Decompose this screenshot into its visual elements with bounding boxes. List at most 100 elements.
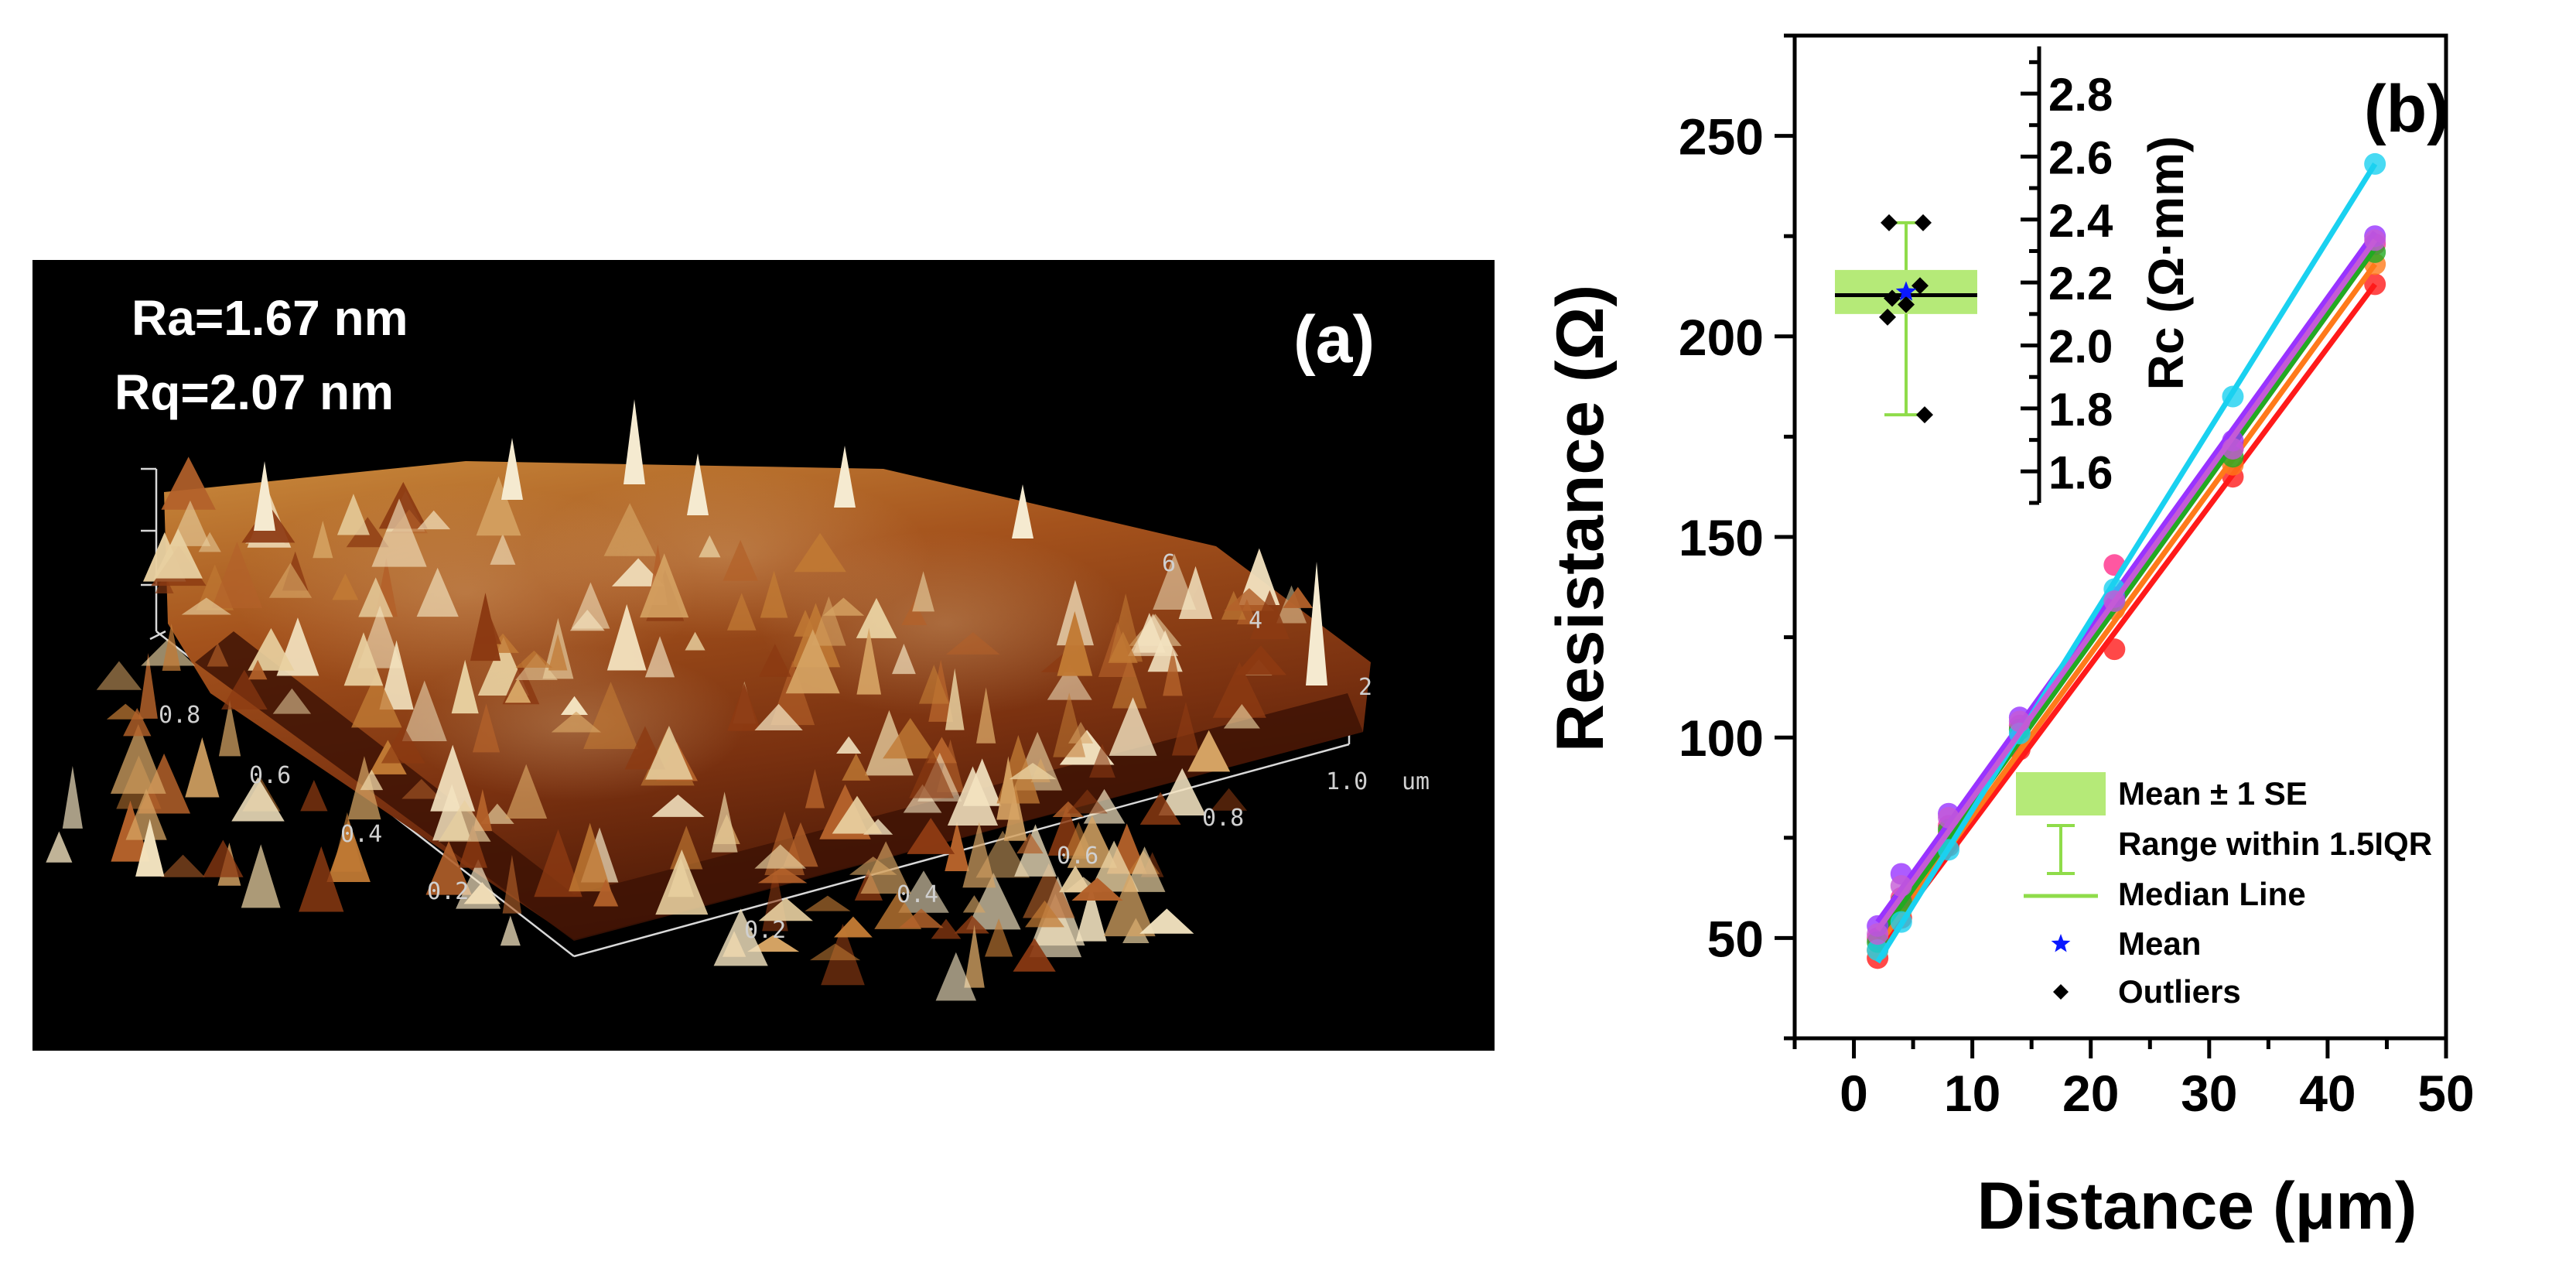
afm-peak — [203, 839, 244, 877]
afm-peak — [834, 916, 873, 938]
afm-peak — [805, 895, 851, 911]
afm-peak — [1223, 703, 1260, 729]
afm-peak — [856, 597, 897, 638]
afm-peak — [918, 665, 949, 704]
afm-peak — [381, 725, 425, 764]
afm-peak — [883, 717, 938, 759]
afm-peak — [931, 918, 962, 939]
afm-peak — [964, 925, 985, 988]
legend-label: Median Line — [2118, 876, 2306, 912]
data-point — [2364, 273, 2386, 296]
afm-peak — [954, 915, 989, 934]
data-point — [1938, 839, 1960, 861]
afm-peak — [760, 570, 788, 618]
afm-z-tick-6: 6 — [1162, 550, 1176, 577]
afm-peak — [337, 494, 370, 535]
panel-label-a: (a) — [1293, 303, 1375, 377]
afm-axis-unit: um — [1402, 768, 1430, 795]
afm-peak — [945, 668, 965, 730]
x-tick-label: 50 — [2417, 1065, 2474, 1122]
afm-spike — [254, 461, 275, 531]
afm-peak — [945, 632, 1000, 655]
afm-rq-text: Rq=2.07 nm — [114, 364, 395, 420]
afm-peak — [1224, 588, 1275, 611]
afm-peak — [985, 918, 1013, 957]
legend-label: Mean ± 1 SE — [2118, 775, 2308, 812]
inset-outlier — [1916, 406, 1933, 424]
data-point — [1938, 806, 1960, 829]
afm-peak — [569, 822, 612, 892]
y-axis-title: Resistance (Ω) — [1543, 285, 1618, 752]
inset-boxplot: 1.6 1.8 2.0 2.2 2.4 2.6 2.8 Rc (Ω·mm) — [1835, 46, 2194, 505]
afm-peak — [962, 895, 986, 913]
afm-peak — [757, 867, 808, 884]
afm-peak — [1139, 908, 1194, 934]
afm-peak — [1112, 655, 1147, 709]
afm-peak — [640, 553, 689, 618]
afm-peak — [856, 627, 882, 695]
afm-x-tick-1.0: 1.0 — [1326, 768, 1368, 795]
afm-peak — [1249, 590, 1290, 640]
afm-peak — [490, 533, 516, 565]
inset-tick-label: 2.0 — [2048, 321, 2113, 373]
afm-ra-text: Ra=1.67 nm — [132, 290, 408, 346]
afm-peak — [425, 841, 472, 895]
legend-swatch-mean — [2051, 934, 2071, 952]
afm-peak — [135, 819, 165, 877]
legend-label: Range within 1.5IQR — [2118, 826, 2432, 862]
afm-peak — [560, 696, 589, 715]
afm-surface — [46, 399, 1371, 1001]
afm-peak — [945, 821, 969, 872]
afm-peak — [248, 627, 295, 671]
afm-peak — [470, 592, 501, 662]
afm-surface-front-face — [195, 631, 1363, 941]
afm-peak — [962, 822, 996, 888]
afm-peak — [685, 631, 705, 651]
afm-peak — [711, 791, 738, 853]
afm-y-tick-0.8: 0.8 — [159, 702, 200, 729]
afm-peak — [1083, 788, 1126, 824]
afm-peak — [935, 952, 977, 1001]
x-tick-label: 40 — [2299, 1065, 2356, 1122]
afm-peak — [218, 699, 241, 757]
afm-peak — [603, 503, 656, 556]
afm-z-tick-2: 2 — [1358, 674, 1372, 701]
afm-peak — [785, 629, 840, 694]
afm-peak — [1187, 730, 1231, 772]
afm-peak — [1025, 900, 1065, 928]
afm-panel: 0.8 0.6 0.4 0.2 0.2 0.4 0.6 0.8 1.0 um 6… — [32, 260, 1495, 1051]
afm-peak — [794, 610, 817, 637]
afm-peak — [754, 703, 803, 731]
afm-peak — [343, 632, 384, 686]
afm-peak — [231, 777, 285, 822]
afm-peak — [1023, 863, 1075, 918]
afm-peak — [1009, 763, 1057, 780]
afm-spike — [1306, 562, 1327, 685]
afm-peak — [300, 780, 328, 812]
afm-peak — [162, 623, 181, 671]
x-tick-label: 30 — [2181, 1065, 2237, 1122]
inset-tick-label: 2.2 — [2048, 258, 2113, 309]
afm-peak — [268, 562, 313, 598]
inset-tick-label: 1.6 — [2048, 446, 2113, 498]
afm-x-tick-0.4: 0.4 — [897, 881, 938, 908]
legend-swatch-outlier — [2053, 984, 2069, 1000]
afm-peak — [1123, 846, 1166, 892]
legend-label: Mean — [2118, 925, 2201, 962]
afm-peak — [161, 456, 216, 510]
afm-peak — [996, 756, 1020, 820]
afm-peak — [515, 650, 553, 668]
afm-peak — [502, 854, 522, 914]
afm-peak — [1108, 631, 1138, 663]
afm-peak — [832, 795, 883, 834]
afm-peak — [138, 753, 191, 814]
fit-line — [1875, 162, 2378, 964]
inset-outlier — [1884, 289, 1901, 307]
afm-peak — [809, 943, 861, 961]
afm-peak — [416, 567, 459, 617]
afm-peak — [811, 596, 846, 646]
afm-peak — [1158, 768, 1206, 816]
panel-label-b: (b) — [2364, 72, 2449, 146]
afm-peak — [727, 683, 761, 731]
afm-peak — [360, 769, 384, 791]
